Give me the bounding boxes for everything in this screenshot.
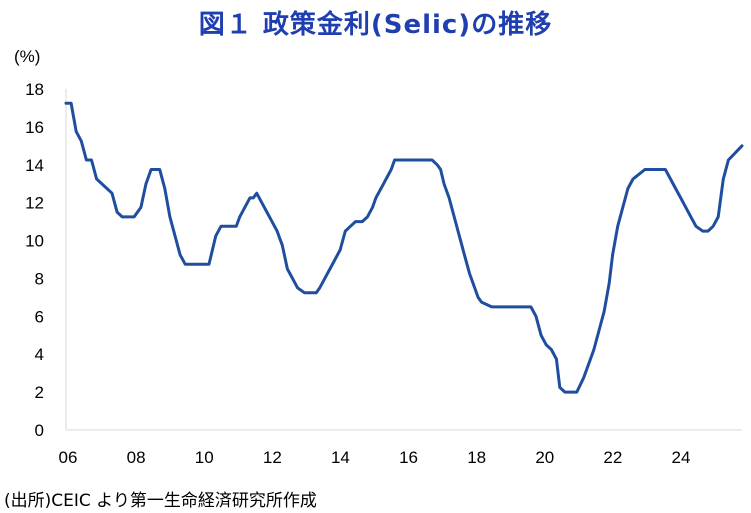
- x-tick-label: 24: [672, 448, 691, 467]
- source-note: (出所)CEIC より第一生命経済研究所作成: [4, 491, 317, 511]
- x-tick-label: 16: [399, 448, 418, 467]
- x-tick-label: 06: [59, 448, 78, 467]
- x-tick-label: 22: [603, 448, 622, 467]
- y-tick-group: 0 2 4 6 8 10 12 14 16 18: [25, 80, 44, 440]
- y-tick-label: 2: [35, 383, 44, 402]
- y-tick-label: 12: [25, 194, 44, 213]
- chart-title: 図１ 政策金利(Selic)の推移: [198, 10, 553, 40]
- x-tick-label: 10: [195, 448, 214, 467]
- series-line: [64, 101, 744, 394]
- x-tick-group: 06 08 10 12 14 16 18 20 22 24: [59, 448, 691, 467]
- x-tick-label: 20: [535, 448, 554, 467]
- y-tick-label: 8: [35, 269, 44, 288]
- y-tick-label: 18: [25, 80, 44, 99]
- x-tick-label: 08: [127, 448, 146, 467]
- y-tick-label: 6: [35, 307, 44, 326]
- y-unit-label: (%): [14, 47, 40, 66]
- x-tick-label: 14: [331, 448, 350, 467]
- x-tick-label: 12: [263, 448, 282, 467]
- y-tick-label: 0: [35, 421, 44, 440]
- series-group: [64, 101, 744, 394]
- y-tick-label: 14: [25, 156, 44, 175]
- y-tick-label: 4: [35, 345, 44, 364]
- x-tick-label: 18: [467, 448, 486, 467]
- y-tick-label: 10: [25, 232, 44, 251]
- y-tick-label: 16: [25, 118, 44, 137]
